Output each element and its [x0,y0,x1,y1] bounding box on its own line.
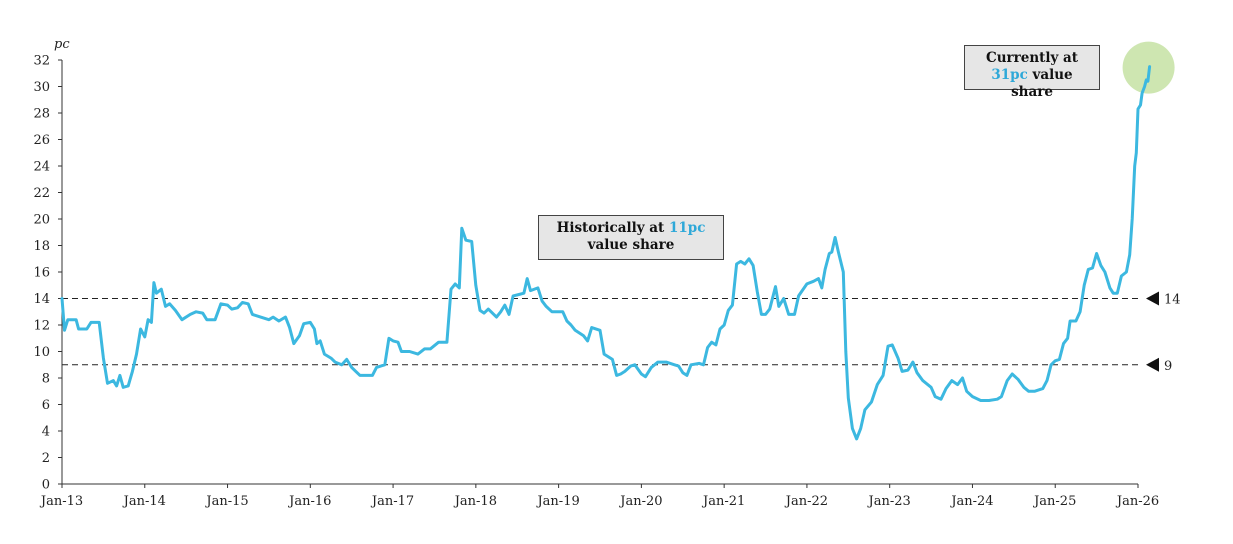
y-axis-unit-label: pc [54,37,70,52]
y-tick-label: 16 [33,266,50,281]
y-tick-label: 10 [33,345,50,360]
current-annotation-line1: Currently at [985,50,1079,66]
x-tick-label: Jan-13 [39,494,83,509]
y-tick-label: 2 [42,451,50,466]
reference-lines: 14 9 [62,291,1181,374]
x-tick-label: Jan-25 [1032,494,1076,509]
series-layer [60,65,1152,441]
y-tick-label: 20 [33,213,50,228]
historical-annotation: Historically at 11pc value share [538,215,724,260]
x-tick-label: Jan-18 [453,494,497,509]
current-annotation: Currently at 31pc value share [964,45,1100,100]
series-line-value-share [60,65,1152,441]
current-annotation-suffix: value share [1011,67,1073,100]
historical-annotation-line2: value share [587,237,675,253]
historical-annotation-value: 11pc [668,220,706,236]
y-tick-label: 18 [33,239,50,254]
reference-marker-9 [1146,357,1159,372]
y-tick-label: 26 [33,133,50,148]
x-tick-label: Jan-23 [867,494,911,509]
historical-annotation-prefix: Historically at [556,220,669,236]
y-tick-label: 22 [33,186,50,201]
reference-marker-14 [1146,291,1159,306]
reference-label-9: 9 [1164,359,1172,374]
y-tick-label: 0 [42,478,50,493]
y-tick-label: 14 [33,292,50,307]
reference-label-14: 14 [1164,293,1181,308]
y-tick-label: 12 [33,319,50,334]
x-tick-label: Jan-14 [122,494,166,509]
y-tick-label: 30 [33,80,50,95]
current-annotation-value: 31pc [991,67,1028,83]
x-tick-label: Jan-20 [618,494,662,509]
y-tick-label: 32 [33,54,50,69]
y-tick-label: 4 [42,425,50,440]
y-tick-label: 28 [33,107,50,122]
y-tick-label: 24 [33,160,50,175]
x-tick-label: Jan-26 [1115,494,1159,509]
y-tick-label: 6 [42,398,50,413]
x-tick-label: Jan-22 [784,494,828,509]
x-tick-label: Jan-17 [370,494,414,509]
x-tick-label: Jan-21 [701,494,745,509]
x-tick-label: Jan-19 [535,494,579,509]
x-tick-label: Jan-24 [949,494,993,509]
x-tick-label: Jan-16 [287,494,331,509]
x-tick-label: Jan-15 [204,494,248,509]
y-tick-label: 8 [42,372,50,387]
